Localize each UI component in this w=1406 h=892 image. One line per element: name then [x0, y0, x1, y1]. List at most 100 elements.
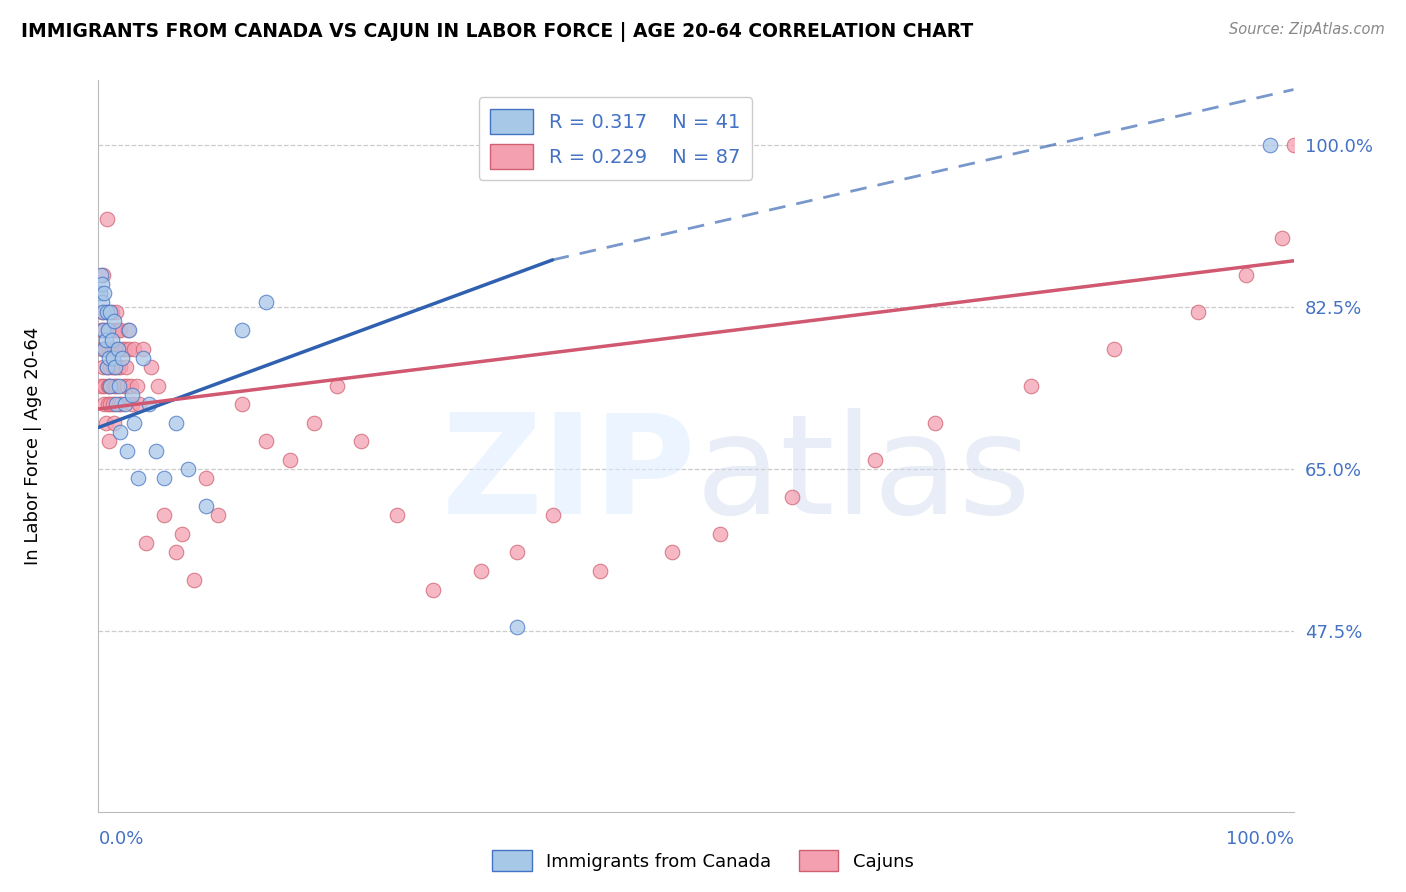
Point: [107, 379, 129, 393]
Point: [101, 397, 124, 411]
Point: [1282, 138, 1305, 153]
Point: [100, 342, 122, 356]
Legend: R = 0.317    N = 41, R = 0.229    N = 87: R = 0.317 N = 41, R = 0.229 N = 87: [478, 97, 752, 180]
Point: [138, 397, 160, 411]
Point: [326, 379, 349, 393]
Point: [101, 360, 124, 375]
Point: [780, 490, 803, 504]
Text: Source: ZipAtlas.com: Source: ZipAtlas.com: [1229, 22, 1385, 37]
Point: [98, 379, 121, 393]
Point: [589, 564, 612, 578]
Point: [350, 434, 373, 449]
Point: [107, 342, 129, 356]
Point: [97, 397, 120, 411]
Point: [709, 527, 731, 541]
Point: [100, 304, 122, 318]
Point: [110, 397, 132, 411]
Point: [104, 360, 127, 375]
Point: [115, 443, 138, 458]
Point: [93, 342, 115, 356]
Point: [105, 379, 128, 393]
Point: [254, 434, 277, 449]
Text: IMMIGRANTS FROM CANADA VS CAJUN IN LABOR FORCE | AGE 20-64 CORRELATION CHART: IMMIGRANTS FROM CANADA VS CAJUN IN LABOR…: [21, 22, 973, 42]
Point: [91, 277, 114, 291]
Point: [96, 304, 118, 318]
Point: [97, 323, 120, 337]
Point: [114, 397, 136, 411]
Point: [107, 397, 129, 411]
Point: [90, 268, 112, 282]
Point: [135, 536, 157, 550]
Point: [207, 508, 229, 523]
Point: [89, 286, 111, 301]
Point: [105, 304, 128, 318]
Point: [172, 527, 194, 541]
Point: [183, 574, 205, 588]
Point: [661, 545, 683, 559]
Point: [93, 379, 115, 393]
Point: [195, 471, 218, 485]
Point: [131, 342, 153, 356]
Point: [96, 360, 118, 375]
Point: [1258, 138, 1281, 153]
Point: [153, 508, 176, 523]
Point: [302, 416, 325, 430]
Point: [1234, 268, 1257, 282]
Point: [98, 351, 121, 365]
Point: [114, 342, 136, 356]
Point: [108, 360, 131, 375]
Point: [124, 416, 146, 430]
Point: [506, 619, 529, 633]
Point: [121, 397, 143, 411]
Point: [104, 323, 127, 337]
Point: [148, 379, 170, 393]
Point: [94, 416, 117, 430]
Point: [231, 323, 253, 337]
Point: [98, 360, 122, 375]
Point: [127, 471, 149, 485]
Point: [108, 323, 131, 337]
Point: [94, 342, 117, 356]
Point: [97, 379, 120, 393]
Point: [105, 397, 128, 411]
Point: [96, 212, 118, 227]
Point: [104, 360, 127, 375]
Point: [422, 582, 444, 597]
Point: [108, 425, 131, 439]
Point: [128, 397, 150, 411]
Point: [96, 360, 118, 375]
Point: [91, 323, 114, 337]
Point: [1019, 379, 1042, 393]
Text: ZIP: ZIP: [441, 408, 696, 542]
Point: [91, 295, 114, 310]
Point: [91, 304, 114, 318]
Point: [98, 434, 121, 449]
Point: [118, 323, 141, 337]
Point: [98, 379, 122, 393]
Point: [90, 323, 112, 337]
Point: [231, 397, 253, 411]
Point: [506, 545, 529, 559]
Point: [98, 323, 122, 337]
Point: [100, 333, 122, 347]
Point: [117, 323, 139, 337]
Point: [124, 342, 146, 356]
Point: [96, 304, 118, 318]
Point: [91, 304, 114, 318]
Legend: Immigrants from Canada, Cajuns: Immigrants from Canada, Cajuns: [485, 843, 921, 879]
Point: [111, 342, 134, 356]
Text: 100.0%: 100.0%: [1226, 830, 1294, 848]
Point: [115, 379, 138, 393]
Point: [90, 379, 112, 393]
Point: [865, 453, 887, 467]
Point: [165, 416, 187, 430]
Point: [98, 304, 122, 318]
Point: [112, 379, 135, 393]
Point: [145, 443, 167, 458]
Point: [470, 564, 492, 578]
Point: [541, 508, 564, 523]
Point: [98, 397, 122, 411]
Point: [111, 351, 134, 365]
Point: [125, 379, 148, 393]
Point: [101, 351, 124, 365]
